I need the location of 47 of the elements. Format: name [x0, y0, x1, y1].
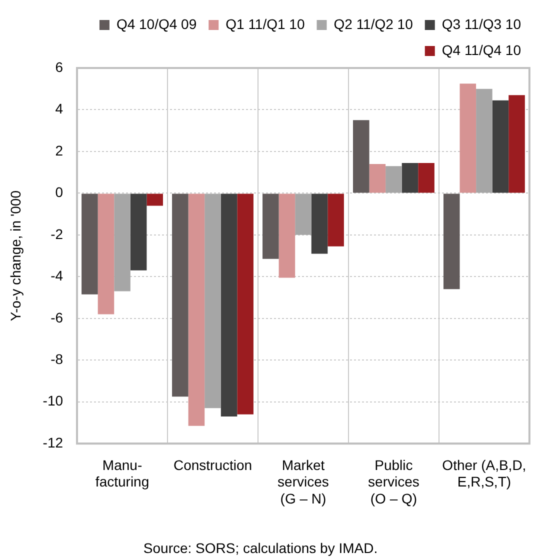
y-tick-label: -12 — [42, 434, 64, 450]
bar — [130, 194, 147, 270]
bar — [418, 162, 434, 193]
x-tick-label: Public services (O – Q) — [368, 456, 420, 506]
bar — [82, 194, 98, 294]
bar — [492, 100, 509, 193]
bar — [172, 194, 188, 397]
legend-label: Q1 11/Q1 10 — [226, 16, 305, 32]
bar — [311, 194, 328, 254]
legend-label: Q3 11/Q3 10 — [442, 16, 522, 32]
legend-label: Q2 11/Q2 10 — [334, 16, 414, 32]
bar — [188, 194, 205, 426]
bar — [352, 120, 370, 193]
x-tick-label: Other (A,B,D, E,R,S,T) — [442, 456, 526, 490]
bar — [443, 194, 460, 290]
bar — [328, 194, 344, 246]
legend-label: Q4 10/Q4 09 — [116, 16, 197, 32]
legend-label: Q4 11/Q4 10 — [442, 42, 522, 58]
y-tick-label: 0 — [55, 184, 64, 200]
bar — [386, 166, 402, 193]
y-tick-label: -4 — [50, 268, 64, 284]
bar — [98, 194, 114, 314]
x-tick-label: Construction — [173, 456, 252, 473]
bar — [369, 164, 386, 193]
bar — [476, 88, 492, 193]
bar — [237, 194, 254, 414]
source-note: Source: SORS; calculations by IMAD. — [143, 540, 378, 556]
y-tick-label: -6 — [50, 309, 64, 326]
y-tick-label: -8 — [50, 350, 64, 367]
x-tick-label: Manu- facturing — [95, 456, 150, 490]
y-tick-label: -10 — [42, 392, 64, 409]
y-tick-label: -2 — [50, 226, 64, 242]
bar — [460, 84, 476, 193]
bar — [146, 194, 163, 206]
bar — [295, 194, 312, 235]
bar — [402, 162, 418, 193]
y-tick-label: 2 — [55, 142, 64, 158]
bar — [114, 194, 130, 292]
bar — [204, 194, 221, 408]
x-tick-label: Market services (G – N) — [278, 456, 329, 506]
bar — [262, 194, 279, 259]
bar — [508, 95, 525, 193]
bar — [220, 194, 238, 416]
bar — [278, 194, 296, 278]
y-tick-label: 6 — [55, 58, 64, 75]
y-axis-title: Y-o-y change, in '000 — [7, 190, 24, 322]
y-tick-label: 4 — [55, 100, 64, 117]
